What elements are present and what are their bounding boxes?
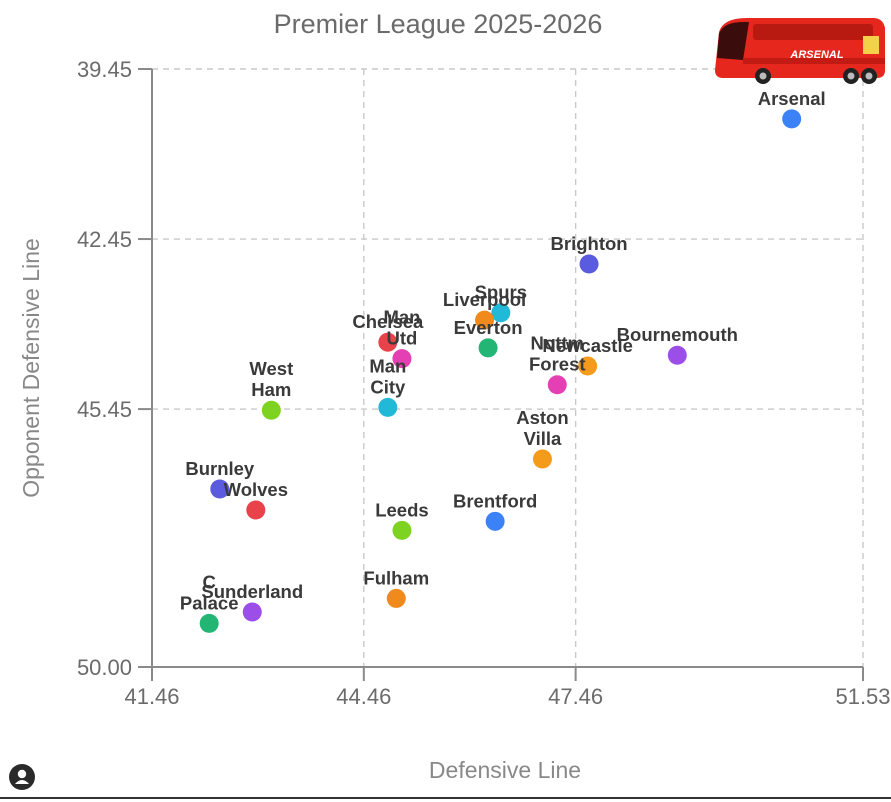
data-point-arsenal[interactable]: Arsenal [758,88,826,129]
point-marker[interactable] [246,500,266,520]
data-point-everton[interactable]: Everton [454,317,523,358]
point-label: Fulham [363,567,429,588]
y-tick-label: 42.45 [77,227,132,252]
point-marker[interactable] [485,511,505,531]
point-label: Villa [524,428,562,449]
point-label: West [249,358,293,379]
x-tick-label: 51.53 [835,684,890,709]
data-point-wolves[interactable]: Wolves [224,479,288,520]
point-label: Aston [516,407,568,428]
point-label: Leeds [375,499,428,520]
point-label: Newcastle [542,335,633,356]
data-point-spurs[interactable]: Spurs [475,282,527,323]
user-silhouette-icon [15,769,29,784]
data-point-leeds[interactable]: Leeds [375,499,429,540]
point-marker[interactable] [579,254,599,274]
point-label: Spurs [475,282,527,303]
x-tick-label: 41.46 [124,684,179,709]
point-label: Forest [529,354,586,375]
grid-layer [152,68,864,667]
y-axis-label: Opponent Defensive Line [18,238,44,498]
point-marker[interactable] [378,332,398,352]
point-marker[interactable] [547,375,567,395]
y-tick-label: 45.45 [77,397,132,422]
data-point-bournemouth[interactable]: Bournemouth [617,324,738,365]
x-tick-label: 47.46 [548,684,603,709]
point-label: Nottm [531,333,584,354]
point-label: Chelsea [352,311,424,332]
point-label: Burnley [185,458,255,479]
point-marker[interactable] [491,303,511,323]
x-axis-label: Defensive Line [429,757,581,783]
point-label: Utd [387,328,418,349]
point-marker[interactable] [199,613,219,633]
data-point-chelsea[interactable]: Chelsea [352,311,424,352]
points-layer: ArsenalBrightonSpursLiverpoolChelseaManU… [180,88,826,633]
data-point-fulham[interactable]: Fulham [363,567,429,608]
point-marker[interactable] [392,349,412,369]
point-marker[interactable] [242,602,262,622]
x-tick-label: 44.46 [336,684,391,709]
point-label: City [370,376,406,397]
point-marker[interactable] [532,449,552,469]
user-profile-icon[interactable] [9,764,35,790]
data-point-sunderland[interactable]: Sunderland [201,581,303,622]
point-marker[interactable] [475,310,495,330]
point-marker[interactable] [782,109,802,129]
point-label: Bournemouth [617,324,738,345]
point-label: Man [383,307,420,328]
point-label: Arsenal [758,88,826,109]
point-marker[interactable] [392,520,412,540]
point-label: Ham [251,379,291,400]
point-marker[interactable] [578,356,598,376]
bottom-divider [0,797,891,799]
point-label: Everton [454,317,523,338]
bus-logo-text: ARSENAL [789,49,843,61]
data-point-brighton[interactable]: Brighton [551,233,628,274]
axes-layer [151,69,863,668]
data-point-liverpool[interactable]: Liverpool [443,289,526,330]
point-marker[interactable] [386,588,406,608]
point-label: Wolves [224,479,288,500]
chart-title: Premier League 2025-2026 [274,9,603,39]
point-marker[interactable] [378,397,398,417]
y-tick-label: 39.45 [77,57,132,82]
point-marker[interactable] [478,338,498,358]
point-label: Man [369,355,406,376]
data-point-burnley[interactable]: Burnley [185,458,255,499]
point-label: Brentford [453,490,537,511]
point-label: Palace [180,592,239,613]
ticks-layer: 39.45 42.45 45.45 50.00 41.46 44.46 47.46 51.53 [77,57,891,709]
point-marker[interactable] [210,479,230,499]
data-point-brentford[interactable]: Brentford [453,490,537,531]
point-label: Sunderland [201,581,303,602]
point-label: C [203,571,216,592]
point-label: Brighton [551,233,628,254]
point-marker[interactable] [261,400,281,420]
arsenal-team-bus-icon: ARSENAL [715,18,885,84]
point-label: Liverpool [443,289,526,310]
point-marker[interactable] [667,345,687,365]
y-tick-label: 50.00 [77,655,132,680]
data-point-newcastle[interactable]: Newcastle [542,335,633,376]
